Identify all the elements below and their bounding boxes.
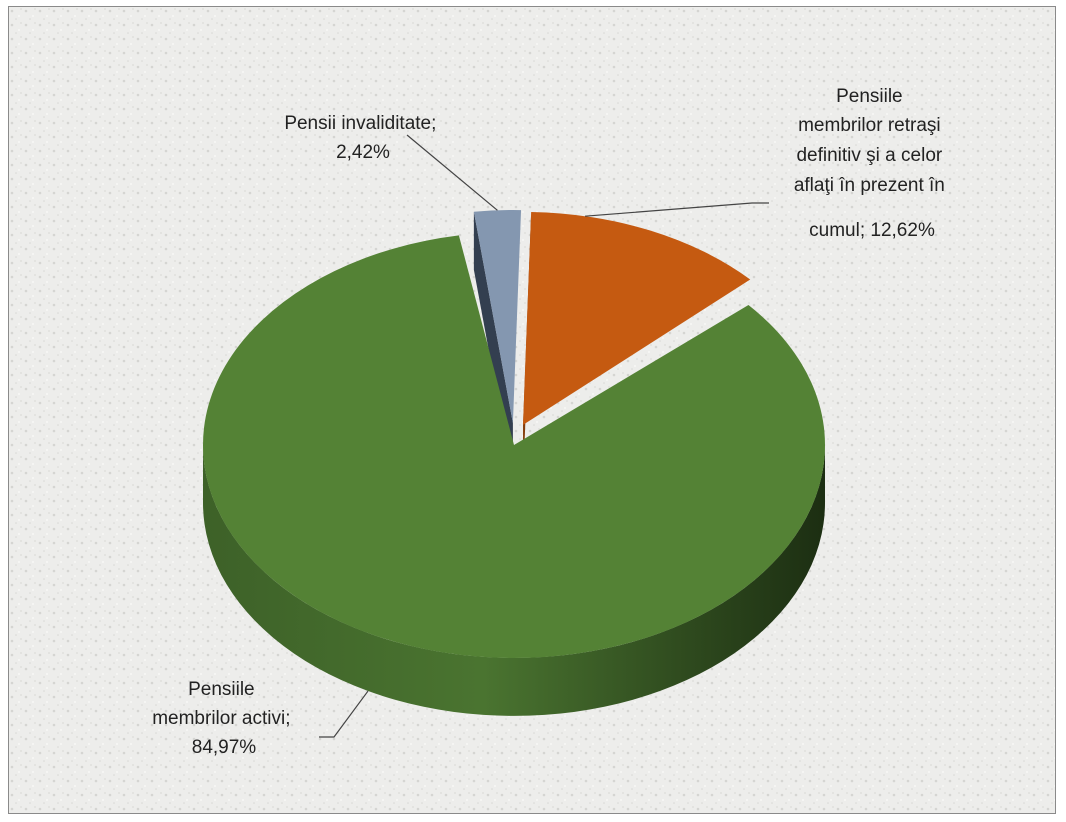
label-slice-0: Pensiile membrilor activi; 84,97%	[152, 679, 296, 758]
leader-line-1	[406, 134, 498, 211]
pie-chart: Pensiile membrilor activi; 84,97% Pensii…	[9, 7, 1055, 813]
leader-line-0	[319, 690, 369, 738]
label-slice-1: Pensii invaliditate; 2,42%	[284, 113, 441, 163]
pie-slice-side-0	[203, 445, 825, 716]
chart-area: Pensiile membrilor activi; 84,97% Pensii…	[8, 6, 1056, 814]
pie-slice-0	[203, 235, 825, 716]
label-slice-2: Pensiile membrilor retraşi definitiv şi …	[794, 86, 950, 241]
pie-slice-top-0	[203, 235, 825, 659]
pie-slice-2	[523, 212, 751, 483]
leader-line-2	[584, 202, 769, 217]
pie-slice-top-2	[523, 212, 751, 425]
pie-slice-top-1	[473, 210, 522, 424]
